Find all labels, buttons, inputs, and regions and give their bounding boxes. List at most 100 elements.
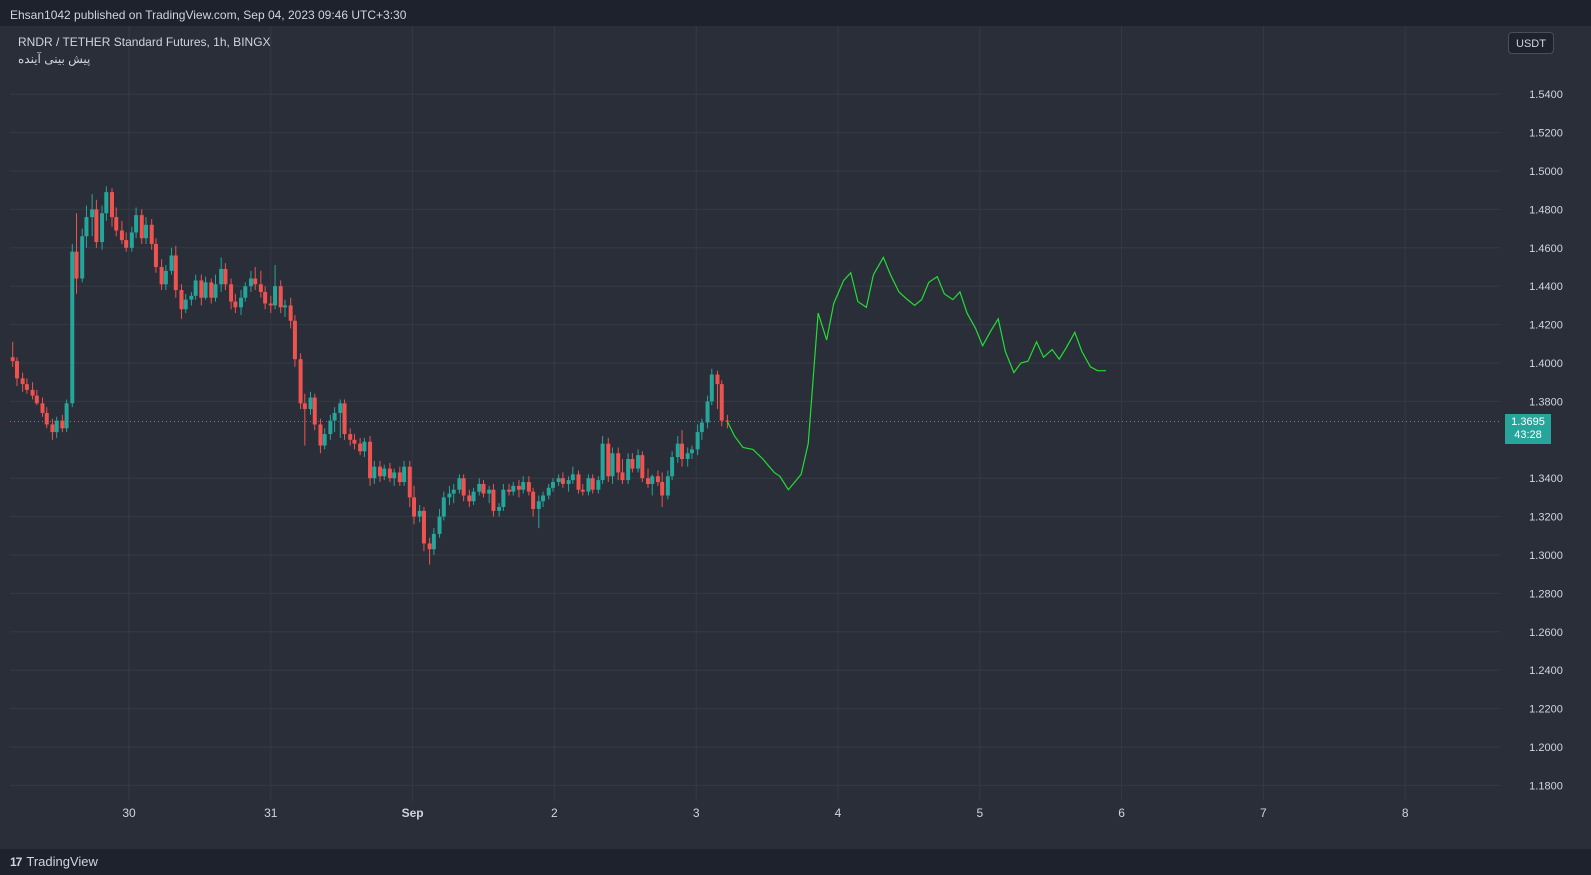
candle-body [620,472,625,481]
candle [655,470,660,486]
candle [199,274,204,306]
candle [193,274,198,300]
y-tick-label: 1.4200 [1529,320,1563,332]
candle [719,380,724,427]
last-price-tag: 1.3695 43:28 [1505,414,1551,444]
candle-body [616,453,621,473]
candle [94,199,99,248]
candle [109,188,114,227]
candle-body [169,255,174,271]
candle [526,476,531,496]
y-tick-label: 1.2200 [1529,704,1563,716]
y-tick-label: 1.2000 [1529,742,1563,754]
candle-body [382,468,387,477]
candle [645,468,650,488]
x-tick-label: 3 [693,806,700,820]
candle [20,372,25,392]
top-bar: Ehsan1042 published on TradingView.com, … [0,0,1591,26]
candle [282,299,287,317]
candle-body [461,478,466,496]
candle [699,418,704,440]
y-tick-label: 1.3200 [1529,512,1563,524]
candle-body [437,516,442,534]
candle-body [392,472,397,479]
currency-button[interactable]: USDT [1508,32,1554,54]
candle [84,205,89,248]
y-tick-label: 1.5000 [1529,166,1563,178]
candlestick-chart[interactable]: 1.5400 1.5200 1.5000 1.4800 1.4600 1.4400 1.42… [0,26,1591,849]
y-tick-label: 1.4800 [1529,204,1563,216]
candle-body [64,403,69,429]
candle [536,495,541,529]
candle-body [358,443,363,452]
candle-body [630,459,635,469]
candle [243,282,248,302]
candle-body [298,359,303,404]
candle [586,474,591,496]
candle [203,276,208,300]
candle [179,284,184,319]
candle [10,341,15,367]
candle-body [129,232,134,248]
candle-body [481,483,486,494]
tradingview-brand: TradingView [26,854,98,869]
candle [64,399,69,433]
candle [100,205,105,250]
candle [298,353,303,410]
candle-body [114,217,119,231]
candle [134,207,139,239]
candle [501,483,506,511]
candle-body [660,482,665,496]
candle [149,219,154,250]
candle-body [685,453,690,459]
candle-body [531,491,536,509]
candle [258,270,263,298]
candle [417,505,422,523]
candle [169,247,174,275]
candle-body [268,303,273,306]
candle-body [322,434,327,446]
candle [248,270,253,292]
tradingview-logo[interactable]: 17 TradingView [10,854,98,869]
candle [358,437,363,456]
y-tick-label: 1.3400 [1529,473,1563,485]
candle [24,378,29,394]
candle [308,391,313,415]
candle-body [328,420,333,435]
candle-body [342,403,347,435]
candle [709,368,714,406]
candle [332,407,337,433]
x-tick-label: 31 [264,806,278,820]
candle [372,460,377,484]
candle [377,460,382,483]
candle [173,245,178,298]
candle-body [183,299,188,310]
candle-body [203,282,208,298]
candle [441,491,446,521]
candle [576,470,581,494]
candle-body [243,286,248,298]
candle-body [501,489,506,507]
candle [278,280,283,314]
symbol-legend[interactable]: RNDR / TETHER Standard Futures, 1h, BING… [18,35,271,49]
candle [288,297,293,329]
candle-body [159,267,164,285]
y-tick-label: 1.4000 [1529,358,1563,370]
candle-body [546,487,551,496]
candle-body [670,457,675,477]
candle-body [719,384,724,421]
candle-body [144,224,149,239]
candle-body [163,270,168,285]
candle-body [54,420,59,433]
candle-body [288,305,293,321]
candle-body [278,286,283,308]
candle-body [596,480,601,490]
candle [412,485,417,525]
chart-area[interactable]: 1.5400 1.5200 1.5000 1.4800 1.4600 1.4400 1.42… [0,26,1591,849]
candle-body [153,243,158,267]
candle-body [427,543,432,550]
candle-body [263,291,268,304]
candle [387,462,392,483]
candle [44,407,49,429]
candle [253,267,258,291]
